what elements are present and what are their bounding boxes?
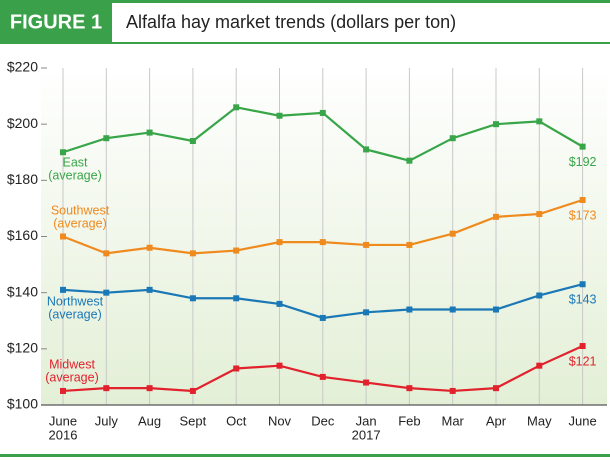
data-point [233,295,240,302]
x-tick-label: Nov [268,413,292,428]
data-point [406,241,413,248]
data-point [60,233,66,240]
x-tick-label: 2017 [352,427,381,442]
value-label: $192 [569,155,597,169]
data-point [406,157,413,164]
data-point [449,306,456,313]
chart-title: Alfalfa hay market trends (dollars per t… [126,12,456,32]
series-label: East [62,155,88,169]
data-point [449,135,456,142]
data-point [233,104,240,111]
y-tick-label: $140 [7,283,38,299]
figure-label-box [0,3,112,42]
data-point [406,306,413,313]
data-point [536,118,543,125]
x-tick-label: May [527,413,552,428]
data-point [146,129,153,136]
data-point [579,196,586,203]
data-point [103,385,110,392]
series-label: (average) [48,307,102,321]
y-tick-label: $100 [7,396,38,412]
data-point [319,314,326,321]
data-point [319,373,326,380]
y-tick-label: $200 [7,115,38,131]
series-label: Southwest [51,203,110,217]
data-point [189,138,196,145]
y-tick-label: $160 [7,227,38,243]
data-point [233,365,240,372]
x-tick-label: Mar [442,413,465,428]
data-point [319,109,326,116]
data-point [363,241,370,248]
series-label: (average) [53,216,107,230]
data-point [363,146,370,153]
series-label: Northwest [47,294,104,308]
data-point [493,385,499,392]
x-tick-label: Dec [311,413,335,428]
value-label: $173 [569,208,597,222]
x-tick-label: Apr [486,413,507,428]
data-point [536,362,543,369]
data-point [276,362,283,369]
data-point [60,387,66,394]
data-point [276,239,283,246]
data-point [449,387,456,394]
data-point [146,286,153,293]
data-point [276,300,283,307]
data-point [103,135,110,142]
data-point [103,289,110,296]
value-label: $121 [569,354,597,368]
data-point [60,286,66,293]
figure-label: FIGURE 1 [10,11,102,33]
data-point [189,295,196,302]
data-point [363,309,370,316]
x-tick-label: Aug [138,413,161,428]
data-point [146,385,153,392]
series-label: (average) [48,168,102,182]
data-point [493,213,499,220]
data-point [319,239,326,246]
series-label: (average) [45,370,99,384]
plot-area [41,68,607,405]
data-point [189,250,196,257]
x-tick-label: June [49,413,77,428]
data-point [579,143,586,150]
value-label: $143 [569,293,597,307]
data-point [406,385,413,392]
x-tick-label: 2016 [49,427,78,442]
y-tick-label: $120 [7,340,38,356]
x-tick-label: Sept [180,413,207,428]
x-tick-label: Feb [398,413,420,428]
data-point [536,211,543,218]
data-point [146,244,153,251]
data-point [579,281,586,288]
y-tick-label: $180 [7,171,38,187]
top-border [0,0,610,3]
data-point [189,387,196,394]
data-point [579,343,586,350]
x-tick-label: Jan [356,413,377,428]
x-tick-label: Oct [226,413,247,428]
bottom-border [0,454,610,457]
data-point [276,112,283,119]
series-label: Midwest [49,357,95,371]
x-tick-label: June [568,413,596,428]
data-point [493,306,499,313]
y-tick-label: $220 [7,59,38,75]
header-rule [0,42,610,44]
data-point [60,149,66,156]
data-point [493,121,499,128]
x-tick-label: July [95,413,119,428]
data-point [233,247,240,254]
data-point [103,250,110,257]
data-point [449,230,456,237]
data-point [363,379,370,386]
data-point [536,292,543,299]
